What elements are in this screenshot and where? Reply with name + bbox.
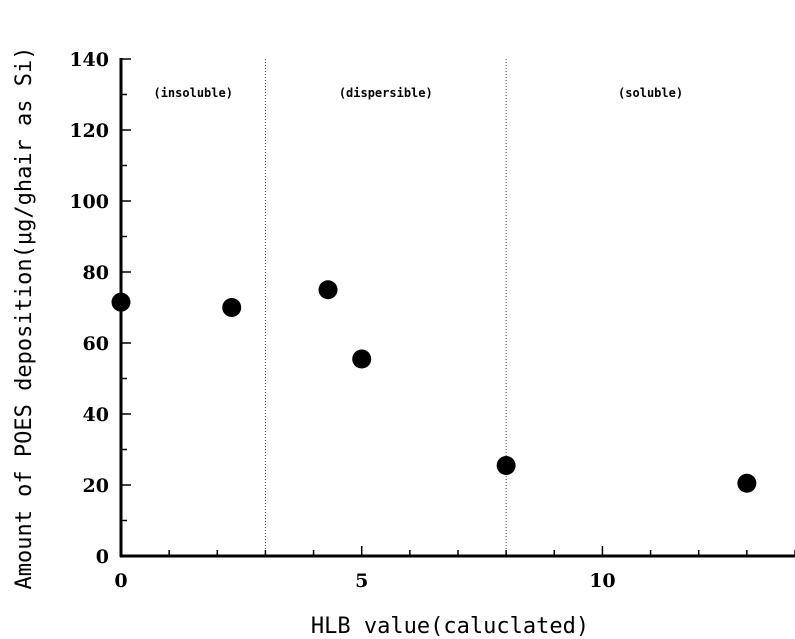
y-tick-label: 0 xyxy=(96,546,109,568)
axes xyxy=(119,58,795,558)
x-tick-label: 5 xyxy=(355,570,368,592)
data-point xyxy=(318,280,338,300)
data-points xyxy=(111,280,757,493)
y-tick-label: 80 xyxy=(83,262,109,284)
y-tick-label: 20 xyxy=(83,475,109,497)
data-point xyxy=(222,298,242,317)
y-tick-label: 60 xyxy=(83,333,109,355)
y-tick-label: 100 xyxy=(69,191,109,213)
region-label-1: (dispersible) xyxy=(339,86,433,100)
data-point xyxy=(352,349,372,369)
region-label-0: (insoluble) xyxy=(153,86,232,100)
y-axis-ticks: 0 20 40 60 80 100 120 140 xyxy=(69,49,131,568)
x-axis-title: HLB value(caluclated) xyxy=(311,614,589,639)
y-tick-label: 120 xyxy=(69,120,109,142)
y-tick-label: 40 xyxy=(83,404,109,426)
region-boundary-lines xyxy=(264,59,507,556)
y-tick-label: 140 xyxy=(69,49,109,71)
x-tick-label: 10 xyxy=(589,570,615,592)
data-point xyxy=(496,455,516,475)
x-tick-label: 0 xyxy=(114,570,127,592)
x-axis-ticks: 0 5 10 xyxy=(114,546,795,592)
data-point xyxy=(111,292,131,312)
region-label-2: (soluble) xyxy=(618,86,683,100)
y-axis-title: Amount of POES deposition(μg/ghair as Si… xyxy=(12,46,37,589)
data-point xyxy=(737,473,757,493)
region-labels: (insoluble) (dispersible) (soluble) xyxy=(153,86,683,100)
